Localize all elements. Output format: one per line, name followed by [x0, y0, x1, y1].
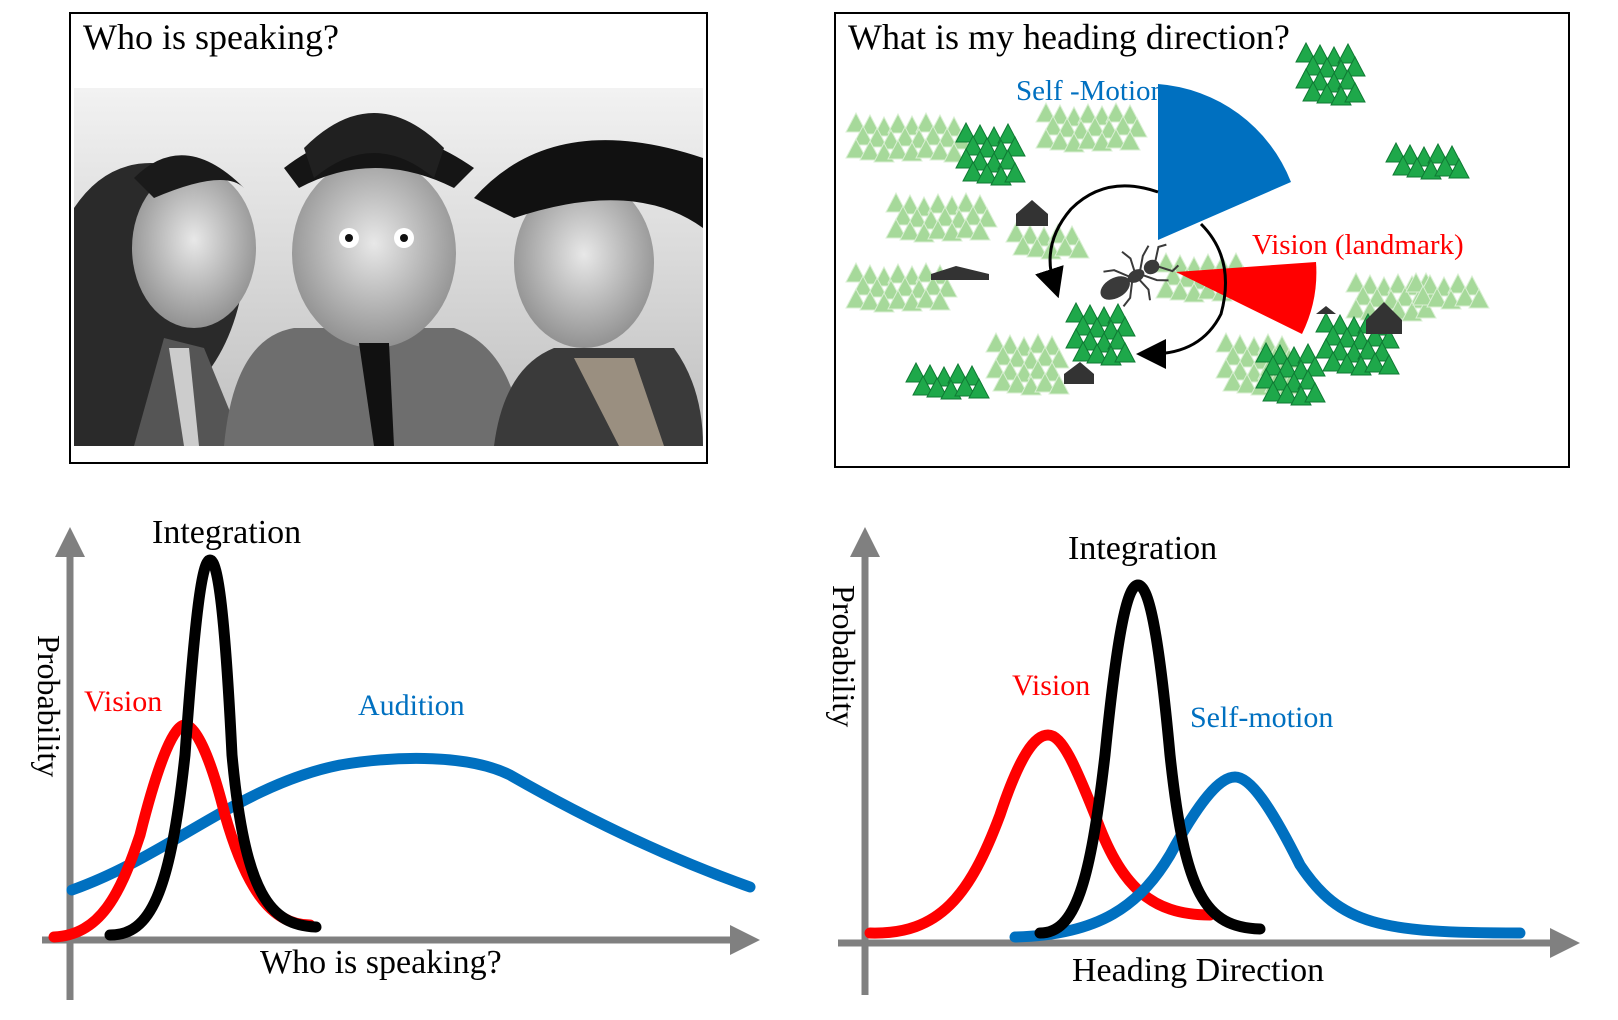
vision-curve [864, 729, 1216, 939]
self-motion-wedge-label: Self -Motion [1016, 75, 1166, 107]
rotation-arrow-lower [1136, 222, 1227, 369]
audition-label: Audition [358, 689, 465, 722]
audition-curve [66, 752, 756, 896]
three-men-photo [74, 88, 703, 446]
speaker-integration-plot: Probability Who is speaking? Integration… [31, 514, 760, 1000]
y-axis-label: Probability [826, 585, 862, 727]
heading-scene: Self -Motion Vision (landmark) [845, 42, 1490, 406]
speaker-panel-title: Who is speaking? [83, 17, 339, 57]
integration-label: Integration [152, 514, 301, 551]
integration-curve [1034, 579, 1266, 939]
photo-illustration [74, 88, 703, 446]
heading-integration-plot: Probability Heading Direction Integratio… [826, 527, 1580, 995]
x-axis-arrowhead [1550, 928, 1580, 958]
vision-wedge [1176, 262, 1317, 334]
ant-icon [1100, 243, 1180, 307]
vision-label: Vision [1012, 669, 1090, 702]
integration-label: Integration [1068, 530, 1217, 567]
x-axis-label: Heading Direction [1072, 952, 1324, 989]
y-axis-label: Probability [31, 635, 67, 777]
heading-panel: What is my heading direction? [834, 12, 1570, 468]
heading-panel-title: What is my heading direction? [848, 17, 1290, 57]
x-axis-arrowhead [730, 925, 760, 955]
y-axis-arrowhead [55, 527, 85, 557]
vision-landmark-label: Vision (landmark) [1252, 229, 1464, 261]
rotation-arrow-upper [1035, 184, 1159, 299]
vision-label: Vision [84, 685, 162, 718]
integration-curve [104, 554, 322, 941]
x-axis-label: Who is speaking? [260, 944, 502, 981]
self-motion-label: Self-motion [1190, 701, 1333, 734]
self-motion-curve [1009, 771, 1526, 943]
y-axis-arrowhead [850, 527, 880, 557]
self-motion-wedge [1158, 84, 1291, 240]
landmark-houses [931, 200, 1402, 384]
speaker-panel: Who is speaking? [69, 12, 708, 464]
